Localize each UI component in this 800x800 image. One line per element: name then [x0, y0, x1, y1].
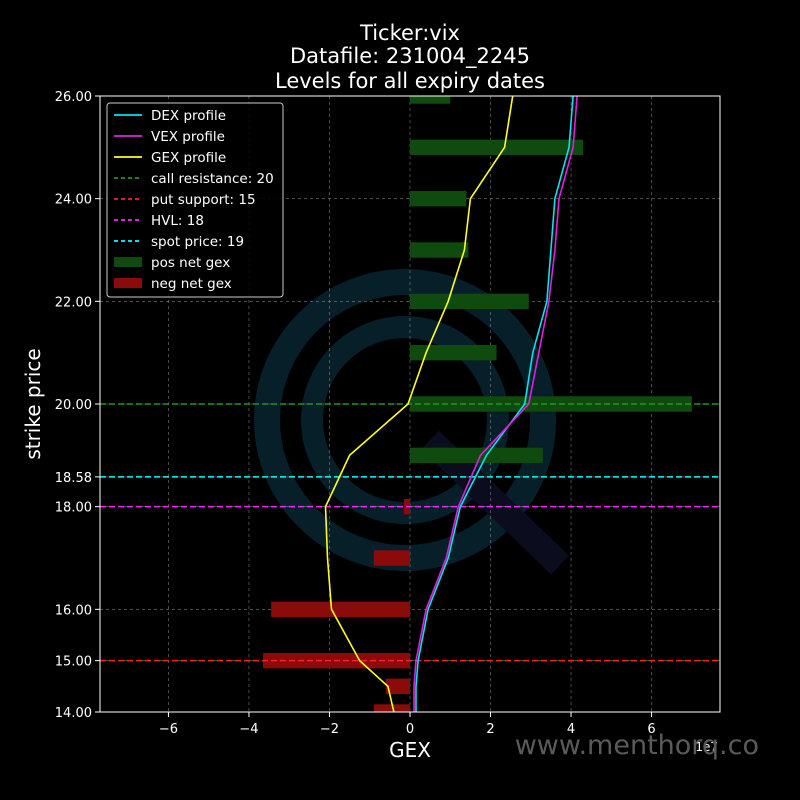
- neg-gex-bar: [385, 678, 410, 695]
- y-tick-label: 18.58: [55, 471, 92, 486]
- watermark-text: www.menthorq.co: [515, 730, 759, 761]
- legend-label: HVL: 18: [151, 213, 204, 229]
- pos-gex-bar: [410, 139, 584, 156]
- legend-box: [106, 102, 284, 298]
- y-tick-label: 16.00: [55, 603, 92, 618]
- y-tick-label: 15.00: [55, 655, 92, 670]
- x-tick-label: 2: [486, 722, 494, 737]
- legend-label: call resistance: 20: [151, 171, 274, 187]
- pos-gex-bar: [410, 447, 543, 464]
- profile-line: [324, 95, 514, 713]
- legend-label: neg net gex: [151, 276, 232, 292]
- x-axis-label: GEX: [389, 738, 431, 762]
- legend-label: put support: 15: [151, 192, 256, 208]
- pos-gex-bar: [410, 344, 497, 361]
- legend-label: VEX profile: [151, 129, 225, 145]
- y-tick-label: 20.00: [55, 398, 92, 413]
- legend-label: GEX profile: [151, 150, 226, 166]
- neg-gex-bar: [373, 550, 410, 566]
- pos-gex-bar: [410, 96, 451, 104]
- chart-title-line-1: Ticker:vix: [359, 21, 460, 45]
- legend-label: pos net gex: [151, 255, 230, 271]
- x-axis-exponent: 1e7: [695, 740, 718, 754]
- neg-gex-bar: [373, 704, 410, 712]
- x-tick-label: −6: [159, 722, 178, 737]
- y-tick-label: 22.00: [55, 295, 92, 310]
- levels-layer: [100, 403, 720, 662]
- profile-line: [413, 95, 578, 712]
- pos-gex-bar: [410, 293, 529, 310]
- chart-title-line-2: Datafile: 231004_2245: [290, 44, 530, 69]
- legend: DEX profile VEX profile GEX profile call re…: [106, 102, 284, 298]
- y-tick-label: 24.00: [55, 193, 92, 208]
- y-tick-label: 26.00: [55, 90, 92, 105]
- lines-layer: [324, 95, 578, 713]
- chart-title-line-3: Levels for all expiry dates: [275, 69, 545, 93]
- x-tick-label: 0: [406, 722, 414, 737]
- legend-label: DEX profile: [151, 108, 226, 124]
- pos-gex-bar: [410, 242, 469, 258]
- ticks-layer: −6 −4 −2 0 2 4 6 14.00 15.00 16.00 18.00 18.58 20.00…: [55, 90, 656, 737]
- pos-gex-bar: [410, 190, 467, 207]
- y-tick-label: 14.00: [55, 706, 92, 721]
- legend-swatch: [114, 257, 142, 267]
- y-tick-label: 18.00: [55, 501, 92, 516]
- legend-swatch: [114, 278, 142, 288]
- watermark-logo: [254, 269, 570, 575]
- x-tick-label: −2: [320, 722, 339, 737]
- x-tick-label: 6: [647, 722, 655, 737]
- legend-label: spot price: 19: [151, 234, 244, 250]
- y-axis-label: strike price: [21, 348, 45, 459]
- x-tick-label: −4: [239, 722, 258, 737]
- x-tick-label: 4: [567, 722, 575, 737]
- neg-gex-bar: [271, 601, 410, 618]
